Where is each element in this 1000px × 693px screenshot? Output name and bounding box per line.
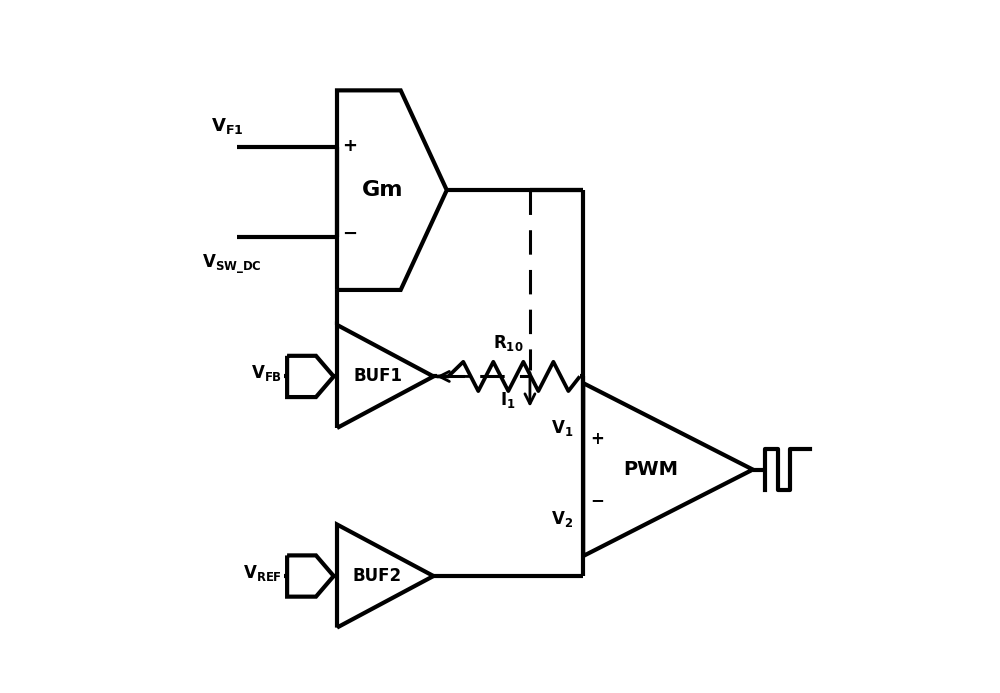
Text: $\mathbf{V_{SW\_DC}}$: $\mathbf{V_{SW\_DC}}$ (202, 253, 262, 277)
Text: $\mathbf{R_{10}}$: $\mathbf{R_{10}}$ (493, 333, 524, 353)
Text: $\mathbf{V_1}$: $\mathbf{V_1}$ (551, 419, 573, 439)
Text: $\mathbf{V_{REF}}$: $\mathbf{V_{REF}}$ (243, 563, 282, 583)
Text: −: − (342, 225, 357, 243)
Text: PWM: PWM (624, 460, 679, 479)
Text: $\mathbf{V_{F1}}$: $\mathbf{V_{F1}}$ (211, 116, 243, 136)
Text: Gm: Gm (362, 180, 404, 200)
Text: $\mathbf{V_{FB}}$: $\mathbf{V_{FB}}$ (251, 363, 282, 383)
Text: $\mathbf{V_2}$: $\mathbf{V_2}$ (551, 509, 573, 529)
Text: BUF2: BUF2 (353, 567, 402, 585)
Text: +: + (590, 430, 604, 448)
Text: −: − (590, 491, 604, 509)
Text: $\mathbf{I_1}$: $\mathbf{I_1}$ (500, 389, 515, 410)
Text: BUF1: BUF1 (353, 367, 402, 385)
Text: +: + (342, 137, 357, 155)
